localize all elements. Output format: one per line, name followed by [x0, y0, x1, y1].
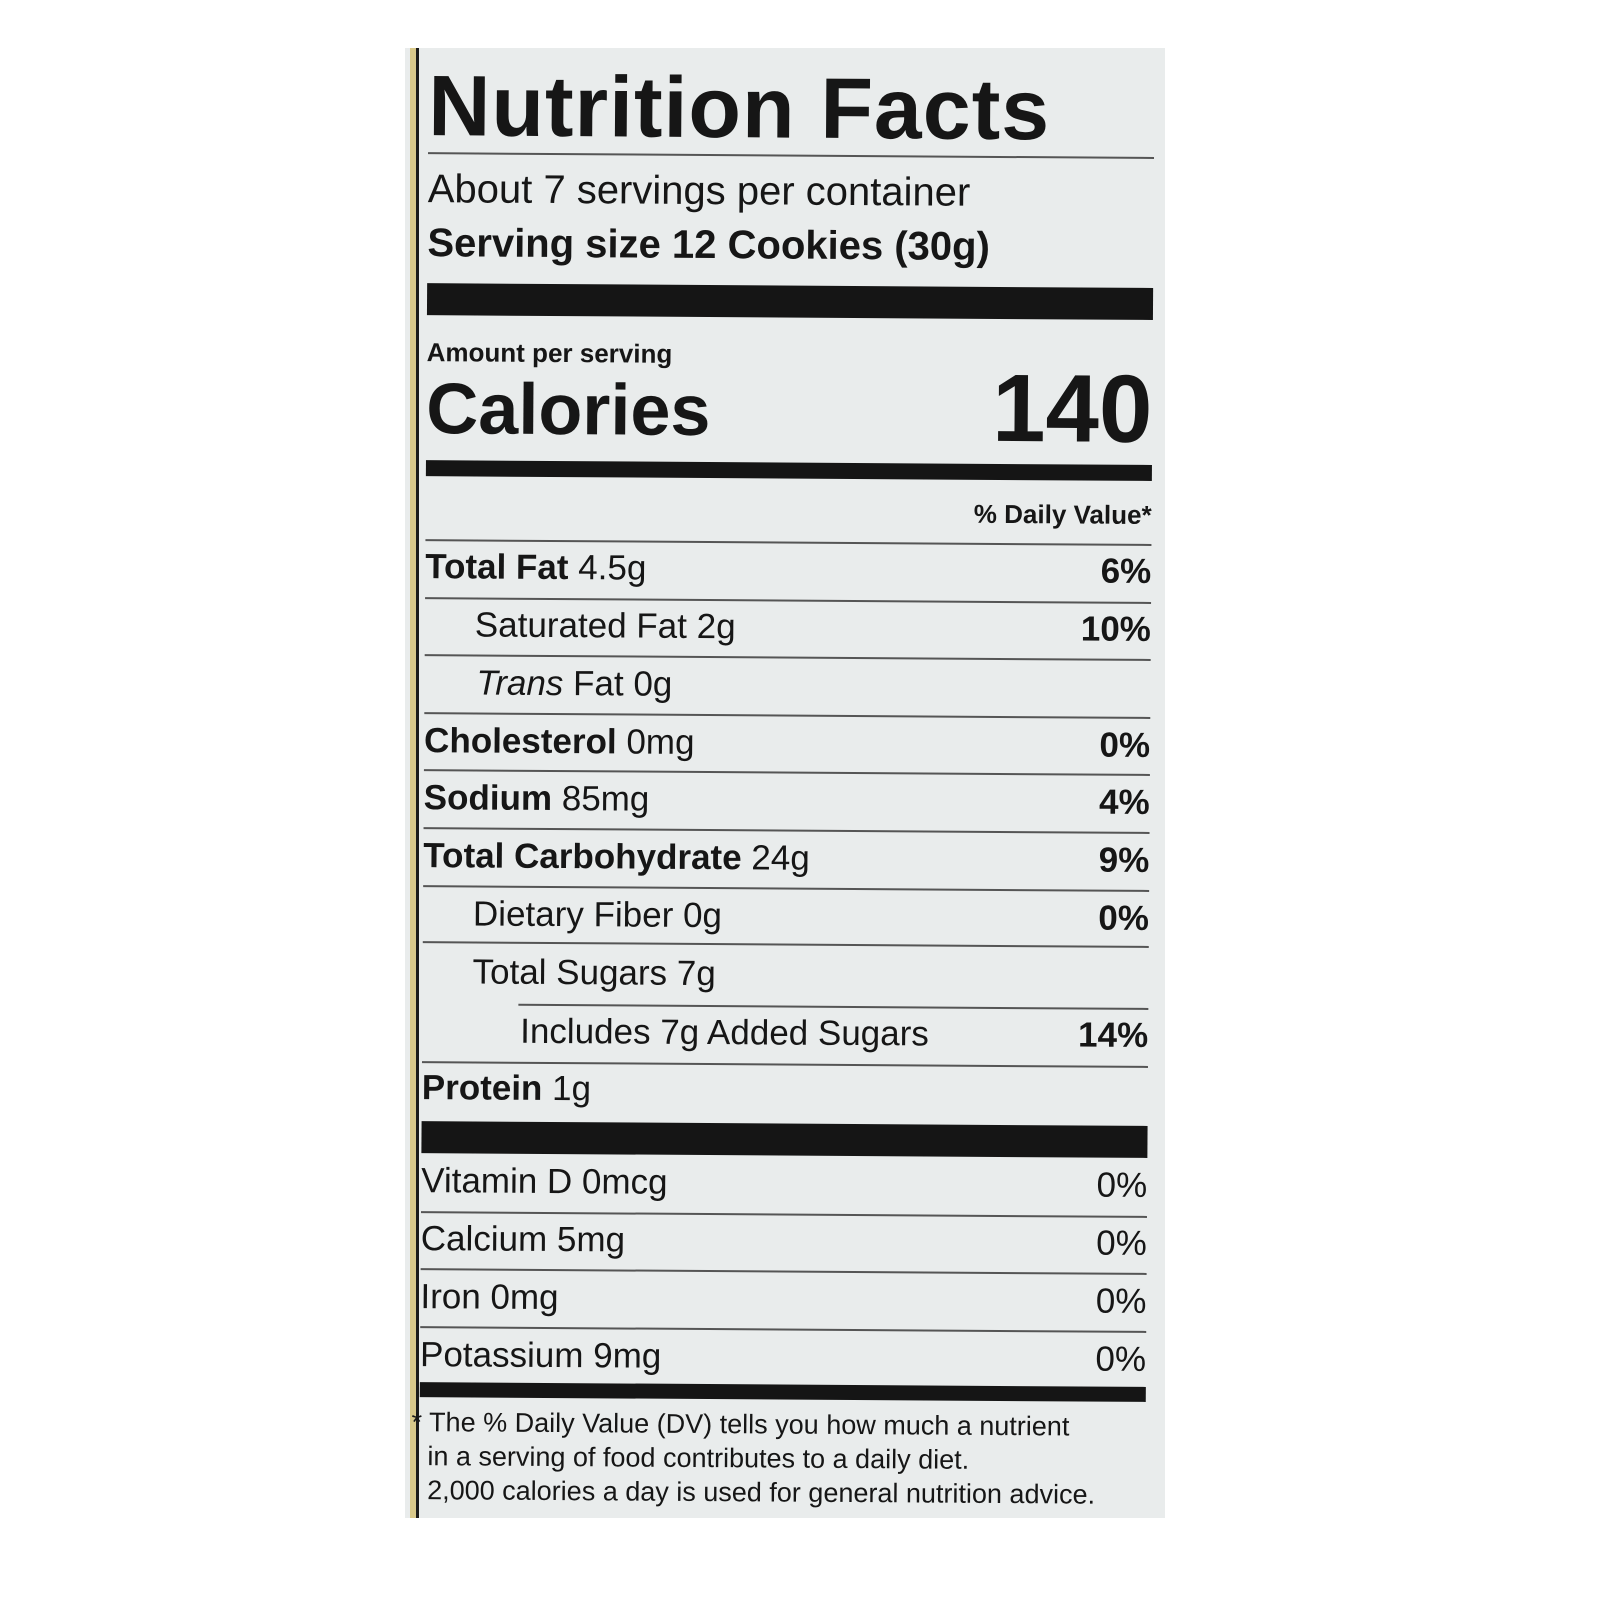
- nutrient-amount: 7g: [676, 953, 716, 994]
- daily-value-header: % Daily Value*: [973, 498, 1152, 530]
- vitamin-amount: 0mcg: [581, 1162, 668, 1202]
- nutrient-name: Protein: [421, 1068, 543, 1108]
- nutrient-name: Total Sugars: [472, 952, 668, 993]
- nutrient-name: Total Carbohydrate: [423, 836, 742, 878]
- nutrient-name: Dietary Fiber: [472, 894, 674, 935]
- divider: [518, 1003, 1149, 1010]
- footnote-line-3: 2,000 calories a day is used for general…: [427, 1475, 1096, 1510]
- divider: [420, 1211, 1147, 1218]
- vitamin-amount: 5mg: [556, 1220, 626, 1260]
- nutrient-amount: 85mg: [561, 779, 650, 819]
- title: Nutrition Facts: [428, 58, 1051, 159]
- nutrient-row-sodium: Sodium 85mg 4%: [423, 778, 1150, 825]
- serving-size: Serving size 12 Cookies (30g): [427, 221, 991, 269]
- thick-bar: [421, 1121, 1148, 1158]
- divider: [422, 941, 1149, 948]
- nutrient-name: Total Fat: [425, 547, 569, 588]
- nutrient-amount: 0mg: [626, 722, 695, 762]
- nutrition-facts-label: Nutrition Facts About 7 servings per con…: [412, 0, 1155, 1602]
- nutrient-name: Trans: [476, 663, 564, 704]
- nutrient-row-total-carbohydrate: Total Carbohydrate 24g 9%: [423, 836, 1150, 883]
- serving-size-label: Serving size: [427, 221, 661, 267]
- nutrient-row-protein: Protein 1g: [421, 1068, 1148, 1115]
- nutrient-name: Includes 7g Added Sugars: [520, 1011, 929, 1054]
- nutrient-name: Cholesterol: [423, 721, 617, 762]
- vitamin-row-iron: Iron 0mg 0%: [420, 1277, 1147, 1324]
- nutrient-row-dietary-fiber: Dietary Fiber 0g 0%: [423, 894, 1150, 941]
- nutrient-amount: 1g: [551, 1069, 592, 1109]
- nutrient-name-rest: Fat: [572, 664, 624, 704]
- vitamin-dv: 0%: [1096, 1165, 1148, 1205]
- divider: [424, 654, 1151, 661]
- nutrient-dv: 10%: [1080, 609, 1152, 649]
- vitamin-name: Calcium: [420, 1219, 548, 1259]
- vitamin-amount: 0mg: [490, 1277, 559, 1318]
- medium-bar: [419, 1382, 1146, 1402]
- calories-value: 140: [991, 354, 1153, 463]
- divider: [420, 1326, 1147, 1333]
- nutrient-dv: 4%: [1099, 782, 1150, 822]
- vitamin-amount: 9mg: [593, 1336, 662, 1376]
- amount-per-serving: Amount per serving: [426, 337, 673, 369]
- nutrient-amount: 0g: [633, 664, 673, 704]
- vitamin-dv: 0%: [1095, 1281, 1147, 1321]
- vitamin-row-vitamin-d: Vitamin D 0mcg 0%: [421, 1161, 1148, 1208]
- nutrient-row-total-fat: Total Fat 4.5g 6%: [425, 547, 1152, 594]
- divider: [421, 1061, 1148, 1068]
- vitamin-dv: 0%: [1096, 1223, 1147, 1263]
- divider: [423, 769, 1150, 776]
- serving-size-value: 12 Cookies (30g): [671, 222, 991, 269]
- vitamin-name: Iron: [420, 1277, 481, 1317]
- calories-label: Calories: [426, 369, 711, 452]
- package-edge: [410, 48, 416, 1518]
- divider: [425, 539, 1152, 546]
- nutrient-dv: 0%: [1099, 725, 1151, 765]
- servings-per-container: About 7 servings per container: [427, 167, 971, 215]
- divider: [423, 827, 1150, 834]
- nutrient-row-total-sugars: Total Sugars 7g: [422, 952, 1148, 999]
- nutrient-dv: 6%: [1100, 551, 1152, 591]
- nutrient-row-trans-fat: Trans Fat 0g: [424, 663, 1150, 710]
- nutrient-row-added-sugars: Includes 7g Added Sugars 14%: [422, 1011, 1149, 1058]
- nutrient-row-saturated-fat: Saturated Fat 2g 10%: [425, 605, 1152, 652]
- vitamin-dv: 0%: [1095, 1339, 1147, 1379]
- nutrient-name: Saturated Fat: [474, 605, 688, 646]
- thick-bar: [426, 283, 1154, 320]
- medium-bar: [425, 460, 1152, 481]
- nutrient-name: Sodium: [423, 778, 553, 818]
- divider: [424, 712, 1151, 719]
- nutrient-dv: 0%: [1098, 898, 1150, 938]
- footnote-line-2: in a serving of food contributes to a da…: [427, 1441, 970, 1475]
- nutrient-amount: 4.5g: [578, 548, 647, 588]
- footnote-line-1: * The % Daily Value (DV) tells you how m…: [411, 1407, 1070, 1442]
- nutrient-amount: 24g: [751, 838, 810, 878]
- nutrient-row-cholesterol: Cholesterol 0mg 0%: [423, 721, 1151, 768]
- nutrient-amount: 0g: [682, 895, 723, 936]
- panel-border: [416, 48, 419, 1518]
- divider: [420, 1268, 1147, 1275]
- vitamin-name: Potassium: [419, 1335, 584, 1376]
- divider: [423, 885, 1150, 892]
- nutrient-amount: 2g: [696, 606, 736, 647]
- vitamin-row-calcium: Calcium 5mg 0%: [420, 1219, 1147, 1266]
- nutrient-dv: 14%: [1077, 1015, 1149, 1055]
- vitamin-row-potassium: Potassium 9mg 0%: [419, 1335, 1147, 1382]
- vitamin-name: Vitamin D: [421, 1161, 573, 1202]
- nutrient-dv: 9%: [1098, 840, 1150, 880]
- divider: [425, 597, 1152, 604]
